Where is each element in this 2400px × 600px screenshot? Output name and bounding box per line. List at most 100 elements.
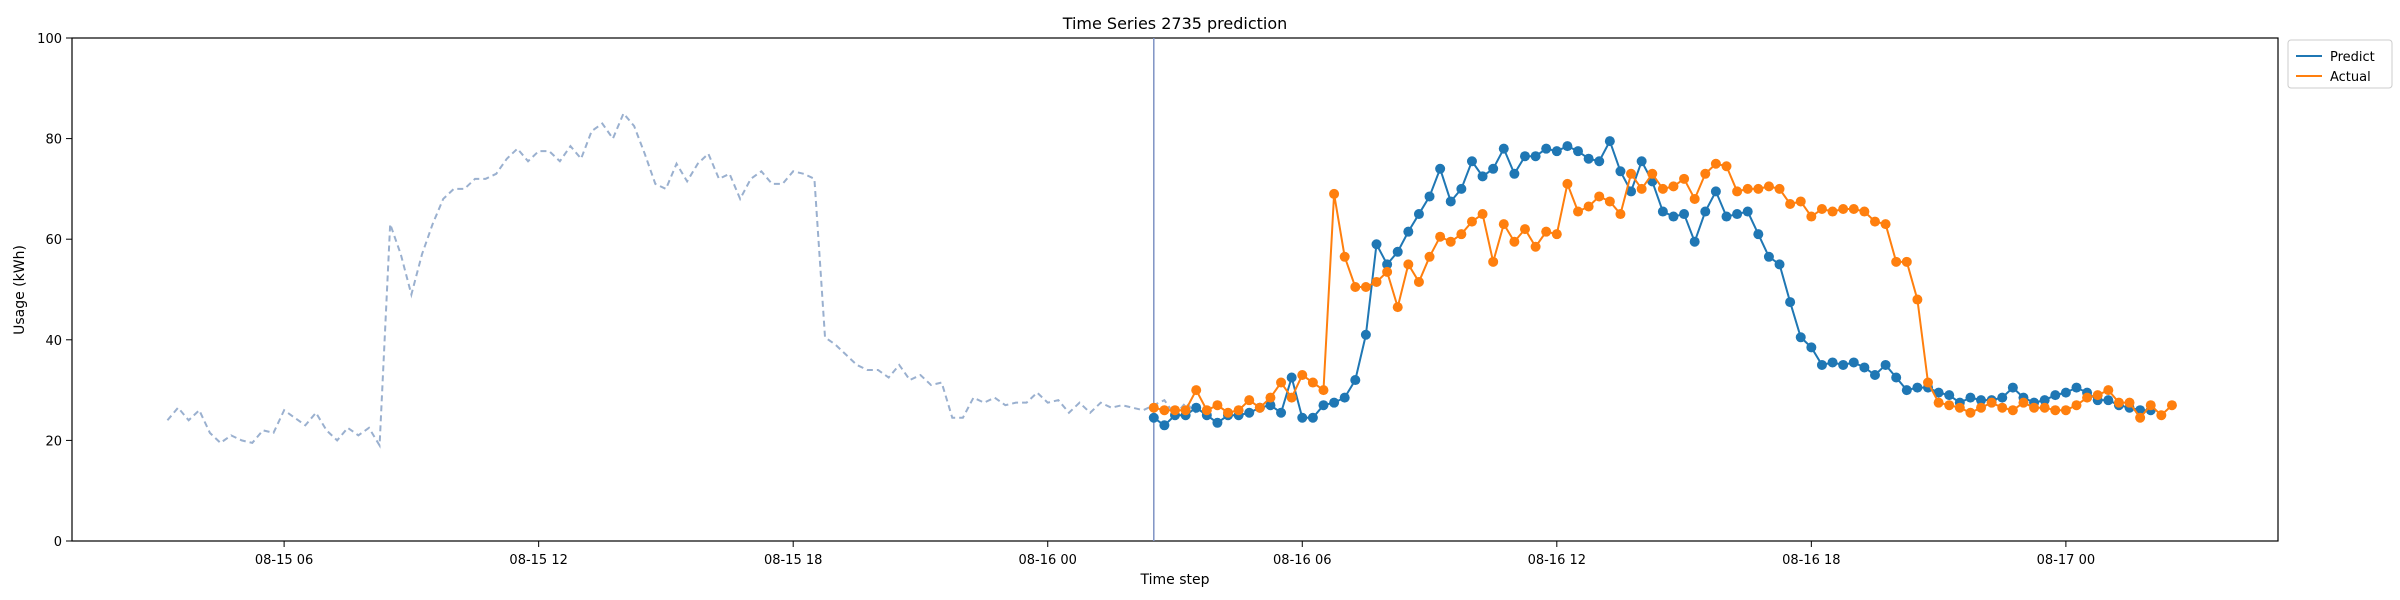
predict-point	[1286, 372, 1297, 383]
x-tick-label: 08-16 06	[1273, 553, 1331, 568]
actual-series-line	[1153, 162, 2173, 420]
predict-point	[1541, 143, 1552, 154]
plot-frame	[71, 37, 2279, 542]
actual-point	[1806, 211, 1817, 222]
actual-point	[2092, 390, 2103, 401]
actual-point	[1732, 186, 1743, 197]
actual-point	[1339, 251, 1350, 262]
actual-point	[1382, 266, 1393, 277]
predict-point	[2071, 382, 2082, 393]
actual-point	[1435, 231, 1446, 242]
predict-point	[1965, 392, 1976, 403]
predict-point	[1329, 397, 1340, 408]
predict-point	[2103, 395, 2114, 406]
actual-point	[1838, 204, 1849, 215]
predict-point	[1148, 412, 1159, 423]
actual-point	[2113, 397, 2124, 408]
actual-point	[1212, 400, 1223, 411]
predict-point	[2060, 387, 2071, 398]
actual-point	[1223, 407, 1234, 418]
predict-point	[1445, 196, 1456, 207]
predict-point	[1466, 156, 1477, 167]
actual-point	[1191, 385, 1202, 396]
actual-point	[1318, 385, 1329, 396]
predict-point	[1583, 153, 1594, 164]
actual-point	[2135, 412, 2146, 423]
predict-point	[1848, 357, 1859, 368]
actual-point	[1148, 402, 1159, 413]
predict-point	[1997, 392, 2008, 403]
predict-point	[1700, 206, 1711, 217]
actual-point	[1816, 204, 1827, 215]
x-tick-label: 08-15 12	[509, 553, 567, 568]
actual-point	[1976, 402, 1987, 413]
actual-point	[1562, 178, 1573, 189]
actual-point	[1551, 229, 1562, 240]
actual-point	[1954, 402, 1965, 413]
actual-point	[2103, 385, 2114, 396]
predict-point	[1604, 136, 1615, 147]
predict-point	[1382, 259, 1393, 270]
predict-point	[1880, 359, 1891, 370]
predict-point	[1689, 236, 1700, 247]
y-tick-label: 60	[45, 233, 62, 248]
predict-point	[1562, 141, 1573, 152]
x-tick-label: 08-16 00	[1019, 553, 1077, 568]
x-tick-label: 08-16 12	[1528, 553, 1586, 568]
predict-point	[2050, 390, 2061, 401]
predict-point	[1360, 329, 1371, 340]
predict-point	[1403, 226, 1414, 237]
actual-point	[1901, 256, 1912, 267]
actual-point	[2156, 410, 2167, 421]
actual-point	[1233, 405, 1244, 416]
predict-point	[1944, 390, 1955, 401]
actual-point	[1657, 183, 1668, 194]
actual-point	[1763, 181, 1774, 192]
actual-point	[2007, 405, 2018, 416]
actual-point	[1159, 405, 1170, 416]
x-axis-label: Time step	[1140, 572, 1210, 588]
actual-point	[1403, 259, 1414, 270]
actual-point	[1986, 397, 1997, 408]
actual-point	[1742, 183, 1753, 194]
predict-point	[1657, 206, 1668, 217]
actual-point	[1721, 161, 1732, 172]
actual-point	[1859, 206, 1870, 217]
predict-point	[1551, 146, 1562, 157]
predict-point	[1891, 372, 1902, 383]
actual-point	[1170, 405, 1180, 416]
actual-point	[1636, 183, 1647, 194]
predict-point	[1477, 171, 1488, 182]
actual-point	[1350, 281, 1361, 292]
x-tick-label: 08-15 06	[255, 553, 313, 568]
predict-point	[2039, 395, 2050, 406]
actual-point	[2060, 405, 2071, 416]
predict-point	[1244, 407, 1255, 418]
actual-point	[1923, 377, 1934, 388]
predict-point	[1774, 259, 1785, 270]
actual-point	[1424, 251, 1435, 262]
legend-label-actual: Actual	[2330, 70, 2371, 85]
predict-point	[1413, 209, 1424, 220]
predict-point	[1912, 382, 1923, 393]
actual-point	[1647, 168, 1658, 179]
actual-point	[1413, 276, 1424, 287]
predict-point	[1530, 151, 1541, 162]
predict-point	[1392, 246, 1403, 257]
actual-point	[1615, 209, 1626, 220]
actual-point	[1519, 224, 1530, 235]
actual-point	[1498, 219, 1509, 230]
predict-point	[1435, 163, 1446, 174]
actual-point	[1710, 158, 1721, 169]
predict-point	[1721, 211, 1732, 222]
actual-point	[1795, 196, 1806, 207]
actual-point	[1965, 407, 1976, 418]
predict-point	[1795, 332, 1806, 343]
actual-point	[1286, 392, 1297, 403]
y-tick-label: 40	[45, 334, 62, 349]
actual-point	[1944, 400, 1955, 411]
actual-point	[2039, 402, 2050, 413]
actual-point	[1880, 219, 1891, 230]
predict-point	[1509, 168, 1520, 179]
actual-point	[2124, 397, 2135, 408]
